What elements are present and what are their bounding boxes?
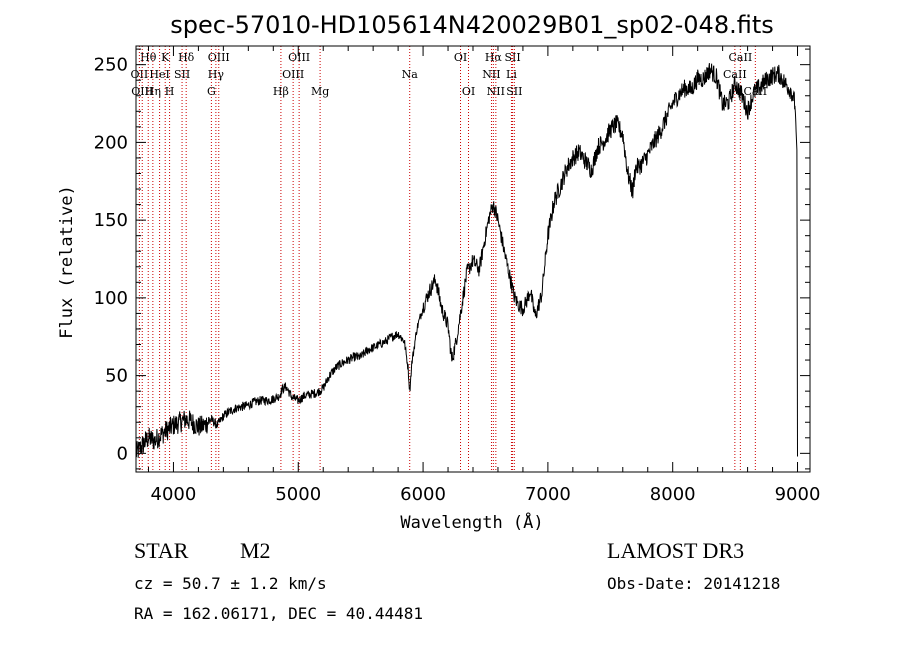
y-tick-label-5: 250 [94,55,128,76]
x-tick-label-0: 4000 [151,484,197,505]
y-tick-label-4: 200 [94,132,128,153]
spectral-line-label-10: Hγ [208,68,225,81]
object-class: STAR [134,538,189,563]
redshift-readout: cz = 50.7 ± 1.2 km/s [134,574,327,593]
spectral-line-label-14: OIII [282,68,304,81]
y-tick-label-1: 50 [105,366,128,387]
series-layer [135,63,798,458]
spectral-line-label-16: Na [402,68,419,81]
spectral-line-markers: Hθ OII OIII K HeI Hη SII H Hδ OIII Hγ G Hβ OIII OIII Mg… [131,46,767,472]
spectral-line-label-15: Mg [311,85,329,98]
axis-ticks: 4000 5000 6000 7000 8000 9000 0 50 100 150 200 250 [94,46,821,505]
spectral-line-label-20: NII [482,68,500,81]
spectral-line-label-17: OI [454,51,467,64]
spectral-line-label-19: Hα [485,51,503,64]
spectral-line-label-9: OIII [208,51,230,64]
spectral-line-label-24: SII [506,85,522,98]
spectral-line-label-5: Hη [145,85,161,98]
x-tick-label-2: 6000 [400,484,446,505]
x-tick-label-3: 7000 [525,484,571,505]
y-tick-label-0: 0 [117,443,128,464]
coordinates-readout: RA = 162.06171, DEC = 40.44481 [134,604,423,623]
spectral-line-label-4: HeI [149,68,169,81]
x-tick-label-4: 8000 [650,484,696,505]
spectral-line-label-2: OIII [131,85,153,98]
spectral-line-label-25: CaII [729,51,753,64]
spectral-line-label-3: K [161,51,170,64]
spectral-line-label-7: H [165,85,175,98]
object-subclass: M2 [240,538,271,563]
y-tick-label-3: 150 [94,210,128,231]
x-tick-label-5: 9000 [775,484,821,505]
x-tick-label-1: 5000 [275,484,321,505]
spectral-line-label-11: G [207,85,216,98]
spectral-line-label-26: CaII [723,68,747,81]
spectral-line-label-13: OIII [288,51,310,64]
spectral-line-label-6: SII [174,68,190,81]
survey-label: LAMOST DR3 [607,538,745,563]
spectral-line-label-22: SII [504,51,520,64]
y-tick-label-2: 100 [94,288,128,309]
spectral-line-label-23: Li [506,68,517,81]
obs-date: Obs-Date: 20141218 [607,574,781,593]
spectrum-line-0 [135,63,798,458]
spectral-line-label-21: NII [487,85,505,98]
chart-title: spec-57010-HD105614N420029B01_sp02-048.f… [170,11,774,39]
spectral-line-label-18: OI [462,85,475,98]
spectral-line-label-0: Hθ [140,51,157,64]
spectral-line-label-1: OII [131,68,149,81]
spectral-line-label-8: Hδ [178,51,195,64]
spectral-line-label-12: Hβ [273,85,289,98]
x-axis-label: Wavelength (Å) [400,511,543,533]
y-axis-label: Flux (relative) [57,185,77,339]
